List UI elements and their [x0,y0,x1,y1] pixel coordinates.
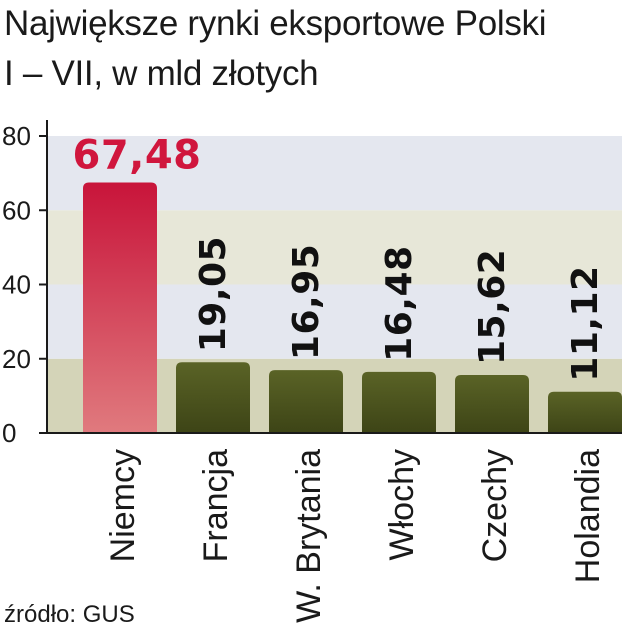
bar [269,370,343,433]
bar [548,391,622,433]
bar [455,375,529,433]
bar [176,362,250,433]
chart-title: Największe rynki eksportowe Polski [4,4,547,43]
y-tick-label: 60 [2,195,31,225]
category-label: Holandia [569,449,607,583]
y-tick-label: 40 [2,270,31,300]
value-label: 67,48 [72,132,201,178]
value-label: 16,95 [286,244,327,360]
y-ticks-group: 0 20 40 60 80 [2,121,47,448]
value-label: 15,62 [472,249,513,365]
bars-group [83,182,622,433]
chart-subtitle: I – VII, w mld złotych [4,54,319,93]
value-label: 16,48 [379,245,420,361]
category-label: Włochy [383,449,421,560]
category-label: W. Brytania [290,449,328,623]
category-labels-group: Niemcy Francja W. Brytania Włochy Czechy Hola… [104,449,607,623]
source-note: źródło: GUS [4,601,135,628]
bar [362,371,436,433]
value-label: 19,05 [193,236,234,352]
category-label: Czechy [476,449,514,562]
y-tick-label: 0 [2,418,16,448]
y-tick-label: 20 [2,344,31,374]
bar-highlight [83,182,157,433]
category-label: Francja [197,449,235,562]
value-labels-group: 67,48 19,05 16,95 16,48 15,62 11,12 [72,132,606,381]
value-label: 11,12 [565,265,606,381]
axes-group [46,120,622,434]
y-tick-label: 80 [2,121,31,151]
category-label: Niemcy [104,449,142,562]
